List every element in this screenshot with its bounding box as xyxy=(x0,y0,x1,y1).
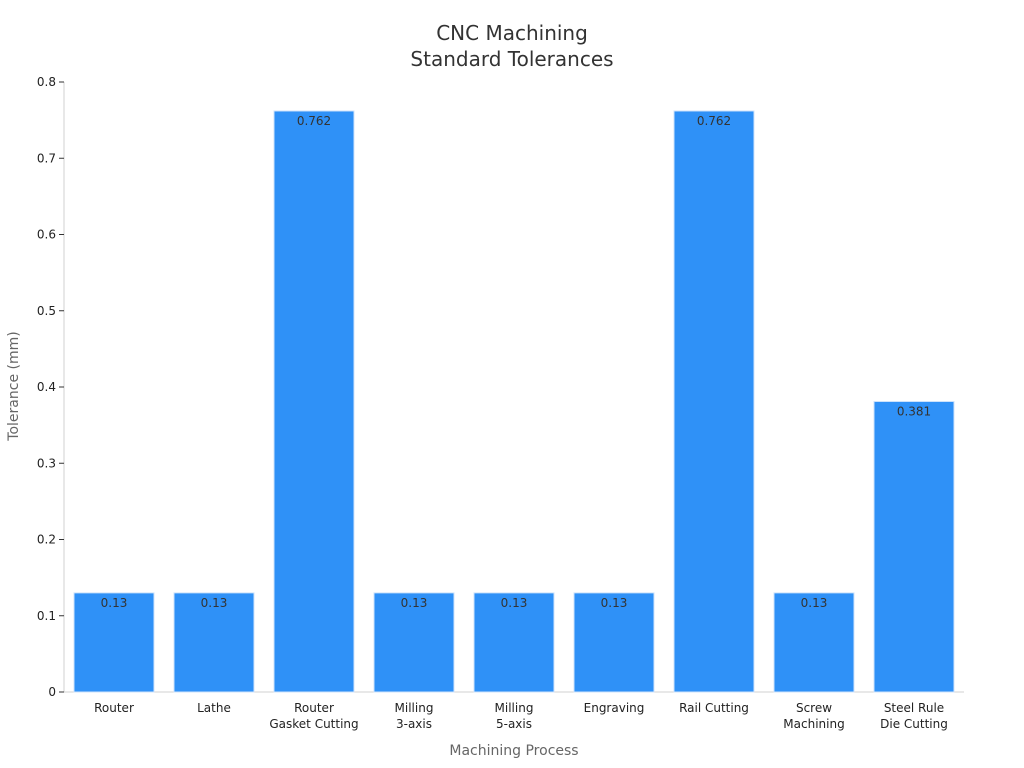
bar xyxy=(473,592,555,693)
data-label: 0.13 xyxy=(501,596,528,610)
bar xyxy=(173,592,255,693)
x-tick-label: Lathe xyxy=(197,701,231,715)
data-label: 0.13 xyxy=(601,596,628,610)
y-tick-label: 0.5 xyxy=(37,304,56,318)
x-tick-label: Gasket Cutting xyxy=(269,717,358,731)
bar xyxy=(73,592,155,693)
plot-area: 0 0.1 0.2 0.3 0.4 0.5 0.6 0.7 0.8 0.13 Router 0.13 L… xyxy=(37,75,964,731)
data-label: 0.381 xyxy=(897,404,931,418)
data-label: 0.13 xyxy=(101,596,128,610)
y-tick-label: 0.1 xyxy=(37,609,56,623)
x-tick-label: Router xyxy=(294,701,334,715)
x-tick-label: Steel Rule xyxy=(884,701,944,715)
x-tick-label: Milling xyxy=(495,701,534,715)
chart-title-line-1: CNC Machining xyxy=(436,21,588,45)
x-tick-label: 3-axis xyxy=(396,717,432,731)
y-axis-title: Tolerance (mm) xyxy=(6,331,22,441)
x-tick-label: Screw xyxy=(796,701,832,715)
y-tick-label: 0.4 xyxy=(37,380,56,394)
x-tick-label: Die Cutting xyxy=(880,717,948,731)
data-label: 0.13 xyxy=(201,596,228,610)
x-tick-label: Router xyxy=(94,701,134,715)
y-tick-label: 0.7 xyxy=(37,151,56,165)
y-tick-label: 0.3 xyxy=(37,456,56,470)
data-label: 0.762 xyxy=(697,114,731,128)
x-tick-label: Machining xyxy=(783,717,844,731)
x-axis-title: Machining Process xyxy=(449,743,578,759)
bar xyxy=(673,110,755,693)
bar xyxy=(273,110,355,693)
x-tick-label: Engraving xyxy=(584,701,645,715)
x-tick-label: 5-axis xyxy=(496,717,532,731)
y-tick-label: 0 xyxy=(48,685,56,699)
bar xyxy=(373,592,455,693)
x-tick-label: Rail Cutting xyxy=(679,701,749,715)
data-label: 0.13 xyxy=(401,596,428,610)
y-tick-label: 0.8 xyxy=(37,75,56,89)
x-tick-label: Milling xyxy=(395,701,434,715)
y-tick-label: 0.6 xyxy=(37,228,56,242)
data-label: 0.13 xyxy=(801,596,828,610)
bar xyxy=(573,592,655,693)
bar xyxy=(873,400,955,693)
y-tick-label: 0.2 xyxy=(37,533,56,547)
chart-title-line-2: Standard Tolerances xyxy=(410,47,613,71)
data-label: 0.762 xyxy=(297,114,331,128)
bar xyxy=(773,592,855,693)
